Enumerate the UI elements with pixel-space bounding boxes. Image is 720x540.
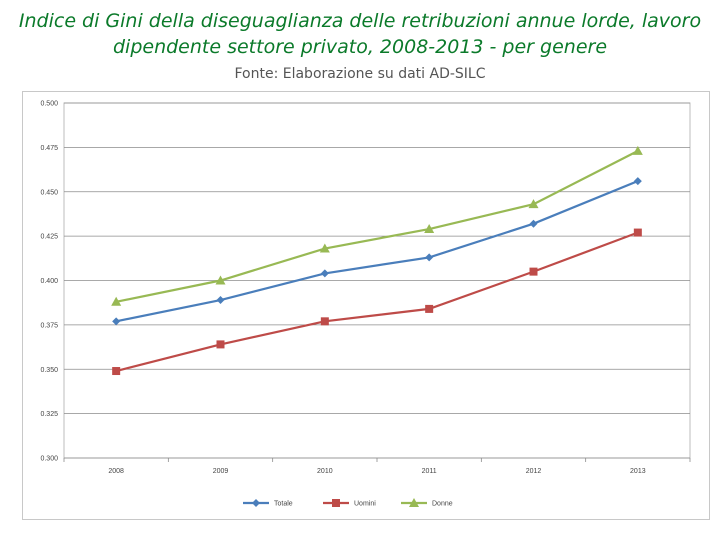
data-point-uomini — [425, 304, 434, 313]
chart-source-note: Fonte: Elaborazione su dati AD-SILC — [234, 66, 486, 82]
legend-marker-uomini — [332, 499, 340, 507]
legend-marker-donne — [409, 498, 419, 507]
data-point-uomini — [633, 228, 642, 237]
y-tick-label: 0.500 — [40, 101, 58, 108]
data-point-donne — [215, 275, 226, 285]
legend-label-donne: Donne — [432, 501, 453, 508]
data-point-uomini — [216, 340, 225, 349]
series-line-uomini — [115, 231, 639, 373]
legend-label-totale: Totale — [274, 501, 293, 508]
data-point-totale — [633, 177, 642, 186]
legend-label-uomini: Uomini — [354, 501, 376, 508]
x-tick-label: 2010 — [317, 468, 333, 475]
legend-marker-totale — [252, 499, 260, 507]
chart-area: 0.500 0.475 0.450 0.425 0.400 0.375 0.350 0.325… — [22, 91, 710, 520]
data-point-totale — [529, 219, 538, 228]
data-point-donne — [111, 296, 122, 306]
x-tick-label: 2008 — [108, 468, 124, 475]
chart-title-line-1: Indice di Gini della diseguaglianza dell… — [18, 10, 702, 32]
y-tick-label: 0.325 — [40, 411, 58, 418]
y-tick-label: 0.475 — [40, 145, 58, 152]
y-tick-label: 0.300 — [40, 456, 58, 463]
x-tick-label: 2012 — [526, 468, 542, 475]
y-tick-label: 0.375 — [40, 322, 58, 329]
x-tick-label: 2013 — [630, 468, 646, 475]
data-point-uomini — [320, 317, 329, 326]
data-point-totale — [425, 253, 434, 262]
chart-title: Indice di Gini della diseguaglianza dell… — [0, 8, 720, 60]
line-chart: 0.500 0.475 0.450 0.425 0.400 0.375 0.350 0.325… — [40, 101, 691, 508]
chart-title-line-2: dipendente settore privato, 2008-2013 - … — [112, 36, 608, 58]
data-point-uomini — [529, 267, 538, 276]
y-tick-label: 0.450 — [40, 189, 58, 196]
data-point-totale — [320, 269, 329, 278]
data-point-donne — [424, 224, 435, 234]
y-tick-label: 0.350 — [40, 367, 58, 374]
data-point-totale — [112, 317, 121, 326]
data-point-totale — [216, 296, 225, 305]
y-tick-label: 0.400 — [40, 278, 58, 285]
x-tick-label: 2009 — [213, 468, 229, 475]
series-line-totale — [115, 180, 639, 323]
data-point-donne — [632, 145, 643, 155]
y-tick-label: 0.425 — [40, 234, 58, 241]
data-point-uomini — [112, 367, 121, 376]
data-point-donne — [528, 199, 539, 209]
series-line-donne — [115, 149, 639, 303]
x-tick-label: 2011 — [422, 468, 437, 475]
data-point-donne — [319, 243, 330, 253]
